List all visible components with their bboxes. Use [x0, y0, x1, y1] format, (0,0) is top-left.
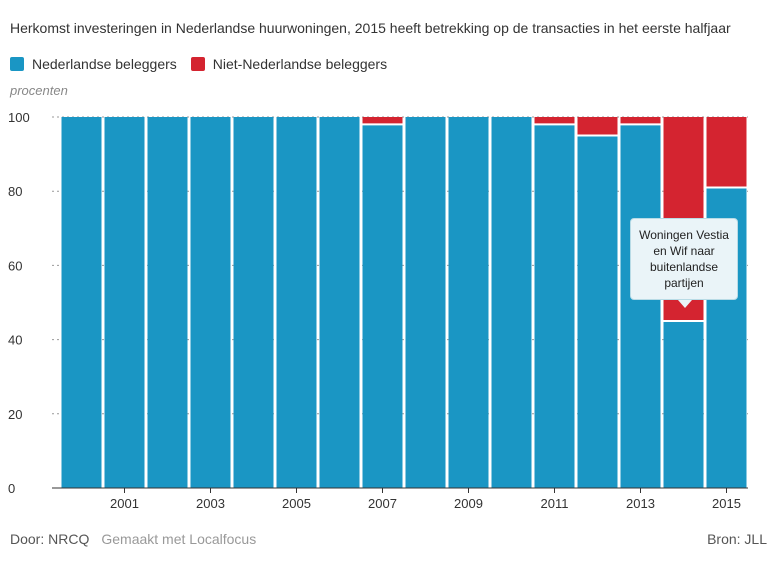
- bar-2011-dutch: [534, 124, 575, 489]
- bar-2005-dutch: [276, 117, 317, 488]
- bar-2007-foreign: [362, 117, 403, 125]
- footer-made-with[interactable]: Gemaakt met Localfocus: [101, 531, 257, 547]
- annotation-tooltip: Woningen Vestia en Wif naar buitenlandse…: [630, 218, 738, 300]
- y-tick-label-0: 0: [8, 481, 15, 496]
- footer-credits: Door: NRCQ Gemaakt met Localfocus: [10, 531, 256, 547]
- legend-label-dutch: Nederlandse beleggers: [32, 56, 177, 72]
- x-tick-label-2005: 2005: [282, 496, 311, 511]
- legend-label-foreign: Niet-Nederlandse beleggers: [212, 56, 388, 72]
- bar-2015-foreign: [706, 117, 747, 188]
- x-tick-label-2011: 2011: [541, 496, 569, 511]
- bar-2013-dutch: [620, 124, 661, 489]
- legend-swatch-dutch: [10, 57, 24, 71]
- y-tick-label-20: 20: [8, 407, 22, 422]
- bar-2006-dutch: [319, 117, 360, 488]
- bar-2013-foreign: [620, 117, 661, 125]
- bar-2014-dutch: [663, 321, 704, 488]
- chart-title: Herkomst investeringen in Nederlandse hu…: [10, 20, 731, 36]
- footer-byline: Door: NRCQ: [10, 531, 90, 547]
- bar-2011-foreign: [534, 117, 575, 125]
- x-tick-label-2001: 2001: [110, 496, 139, 511]
- bar-2000-dutch: [61, 117, 102, 488]
- bar-2003-dutch: [190, 117, 231, 488]
- x-tick-label-2009: 2009: [454, 496, 483, 511]
- y-tick-label-60: 60: [8, 258, 22, 273]
- x-tick-label-2015: 2015: [712, 496, 741, 511]
- y-tick-label-100: 100: [8, 110, 30, 125]
- bar-2008-dutch: [405, 117, 446, 488]
- y-axis-unit-label: procenten: [10, 83, 68, 98]
- chart-legend: Nederlandse beleggers Niet-Nederlandse b…: [10, 56, 401, 72]
- legend-item-foreign[interactable]: Niet-Nederlandse beleggers: [190, 56, 388, 72]
- y-tick-label-40: 40: [8, 333, 22, 348]
- bar-2009-dutch: [448, 117, 489, 488]
- bar-2004-dutch: [233, 117, 274, 488]
- bar-2012-foreign: [577, 117, 618, 136]
- bar-2007-dutch: [362, 124, 403, 489]
- bar-2001-dutch: [104, 117, 145, 488]
- x-tick-label-2013: 2013: [626, 496, 655, 511]
- annotation-tooltip-arrow: [678, 300, 692, 308]
- y-tick-label-80: 80: [8, 184, 22, 199]
- x-tick-label-2003: 2003: [196, 496, 225, 511]
- bar-2002-dutch: [147, 117, 188, 488]
- x-tick-label-2007: 2007: [368, 496, 397, 511]
- bar-2012-dutch: [577, 135, 618, 489]
- bar-2010-dutch: [491, 117, 532, 488]
- legend-swatch-foreign: [190, 57, 205, 71]
- footer-source: Bron: JLL: [707, 531, 767, 547]
- legend-item-dutch[interactable]: Nederlandse beleggers: [10, 56, 177, 72]
